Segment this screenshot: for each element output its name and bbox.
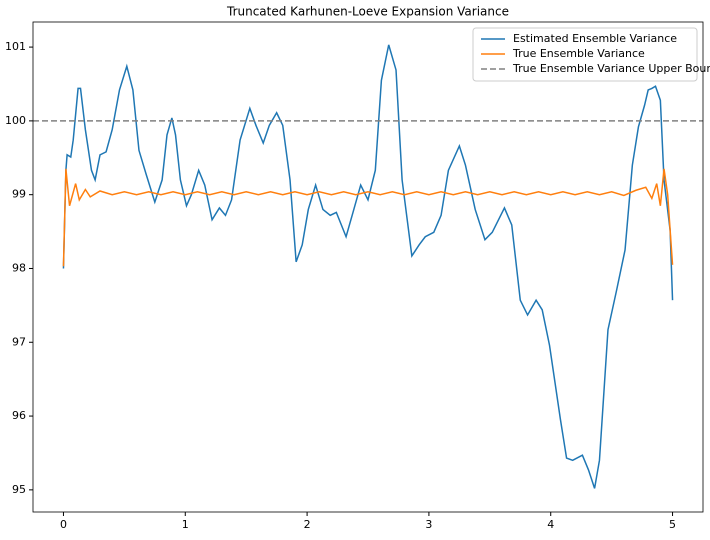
plot-frame — [32, 21, 704, 513]
data-line — [62, 168, 674, 267]
legend-label: True Ensemble Variance Upper Bound — [512, 62, 710, 75]
legend-label: Estimated Ensemble Variance — [513, 32, 677, 45]
y-tick-label: 96 — [12, 409, 26, 422]
y-tick-label: 99 — [12, 188, 26, 201]
legend-box — [472, 27, 698, 82]
y-tick-label: 95 — [12, 483, 26, 496]
x-tick-label: 1 — [182, 518, 189, 531]
x-tick-label: 2 — [304, 518, 311, 531]
chart-title: Truncated Karhunen-Loeve Expansion Varia… — [226, 5, 509, 19]
x-tick-label: 4 — [547, 518, 554, 531]
x-tick-label: 3 — [425, 518, 432, 531]
x-tick-label: 0 — [60, 518, 67, 531]
y-tick-label: 101 — [5, 40, 26, 53]
y-tick-label: 100 — [5, 114, 26, 127]
x-tick-label: 5 — [669, 518, 676, 531]
y-tick-label: 98 — [12, 261, 26, 274]
y-tick-label: 97 — [12, 335, 26, 348]
legend-label: True Ensemble Variance — [512, 47, 645, 60]
data-line — [62, 44, 674, 489]
